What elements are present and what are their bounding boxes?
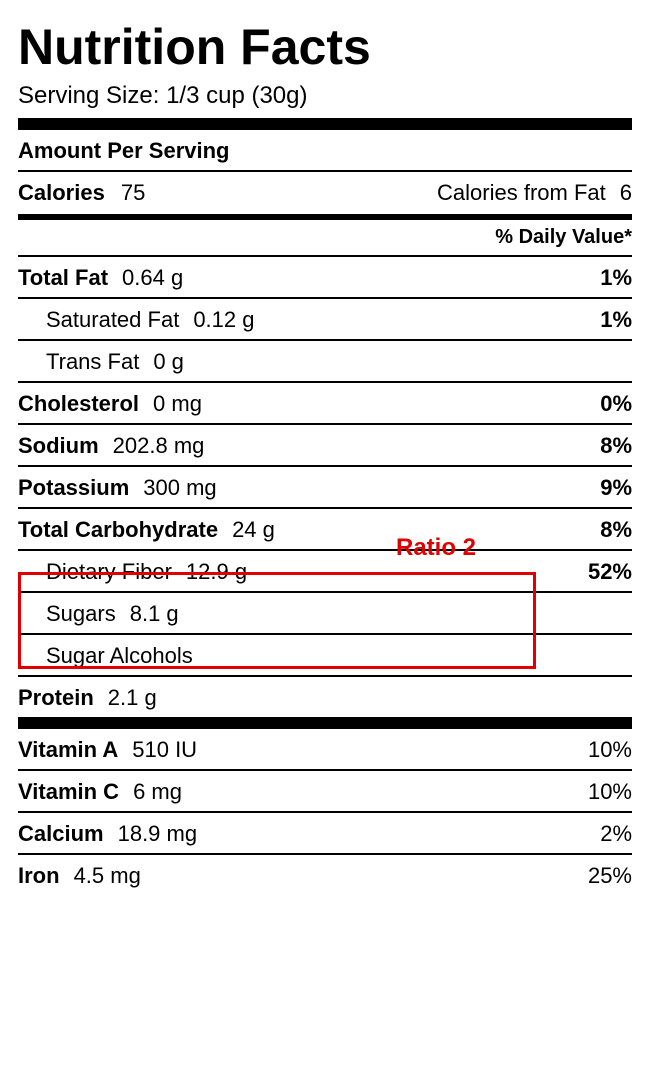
calories-value: 75 [121, 180, 145, 206]
row-label: Trans Fat [46, 349, 139, 375]
row-value: 202.8 mg [113, 433, 205, 459]
row-value: 2.1 g [108, 685, 157, 711]
row-label: Protein [18, 685, 94, 711]
saturated-fat-row: Saturated Fat 0.12 g 1% [18, 299, 632, 339]
row-label: Sodium [18, 433, 99, 459]
row-label: Saturated Fat [46, 307, 179, 333]
divider [18, 717, 632, 729]
row-value: 0.64 g [122, 265, 183, 291]
calories-row: Calories 75 Calories from Fat 6 [18, 172, 632, 214]
row-label: Calcium [18, 821, 104, 847]
trans-fat-row: Trans Fat 0 g [18, 341, 632, 381]
row-label: Total Carbohydrate [18, 517, 218, 543]
row-value: 0 g [153, 349, 184, 375]
annotation-text: Ratio 2 [396, 534, 476, 562]
calories-label: Calories [18, 180, 105, 206]
serving-size: Serving Size: 1/3 cup (30g) [18, 78, 632, 118]
row-pct: 9% [600, 475, 632, 501]
row-value: 24 g [232, 517, 275, 543]
row-value: 18.9 mg [118, 821, 198, 847]
calcium-row: Calcium 18.9 mg 2% [18, 813, 632, 853]
row-value: 0 mg [153, 391, 202, 417]
row-pct: 8% [600, 433, 632, 459]
divider [18, 118, 632, 130]
sodium-row: Sodium 202.8 mg 8% [18, 425, 632, 465]
title: Nutrition Facts [18, 18, 632, 76]
nutrition-label: Nutrition Facts Serving Size: 1/3 cup (3… [18, 18, 632, 895]
row-pct: 25% [588, 863, 632, 889]
row-label: Potassium [18, 475, 129, 501]
row-value: 510 IU [132, 737, 197, 763]
row-label: Cholesterol [18, 391, 139, 417]
row-value: 300 mg [143, 475, 216, 501]
potassium-row: Potassium 300 mg 9% [18, 467, 632, 507]
row-pct: 2% [600, 821, 632, 847]
total-fat-row: Total Fat 0.64 g 1% [18, 257, 632, 297]
row-label: Vitamin C [18, 779, 119, 805]
daily-value-header: % Daily Value* [18, 220, 632, 255]
row-label: Iron [18, 863, 60, 889]
total-carb-row: Total Carbohydrate 24 g 8% [18, 509, 632, 549]
row-value: 0.12 g [193, 307, 254, 333]
row-label: Vitamin A [18, 737, 118, 763]
vitamin-a-row: Vitamin A 510 IU 10% [18, 729, 632, 769]
vitamin-c-row: Vitamin C 6 mg 10% [18, 771, 632, 811]
calories-from-fat-value: 6 [620, 180, 632, 206]
row-pct: 8% [600, 517, 632, 543]
protein-row: Protein 2.1 g [18, 677, 632, 717]
amount-per-serving: Amount Per Serving [18, 130, 632, 170]
row-value: 6 mg [133, 779, 182, 805]
row-pct: 10% [588, 737, 632, 763]
row-label: Total Fat [18, 265, 108, 291]
row-value: 4.5 mg [74, 863, 141, 889]
row-pct: 1% [600, 307, 632, 333]
row-pct: 0% [600, 391, 632, 417]
calories-from-fat-label: Calories from Fat [437, 180, 606, 206]
row-pct: 52% [588, 559, 632, 585]
row-pct: 1% [600, 265, 632, 291]
iron-row: Iron 4.5 mg 25% [18, 855, 632, 895]
annotation-box [18, 572, 536, 669]
row-pct: 10% [588, 779, 632, 805]
cholesterol-row: Cholesterol 0 mg 0% [18, 383, 632, 423]
